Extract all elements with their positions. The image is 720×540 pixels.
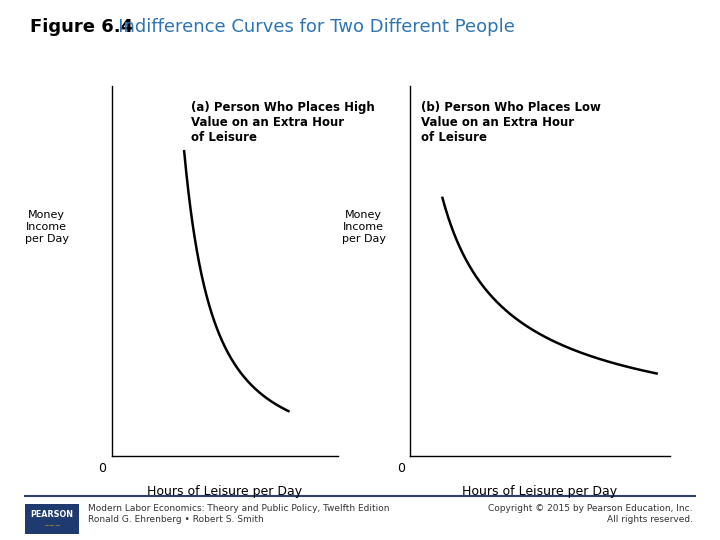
Text: Hours of Leisure per Day: Hours of Leisure per Day [148, 485, 302, 498]
Text: 0: 0 [98, 462, 107, 475]
Text: (a) Person Who Places High
Value on an Extra Hour
of Leisure: (a) Person Who Places High Value on an E… [191, 101, 374, 144]
Text: Indifference Curves for Two Different People: Indifference Curves for Two Different Pe… [101, 18, 515, 36]
Text: Money
Income
per Day: Money Income per Day [24, 211, 69, 244]
Text: Copyright © 2015 by Pearson Education, Inc.: Copyright © 2015 by Pearson Education, I… [488, 504, 693, 513]
Text: Modern Labor Economics: Theory and Public Policy, Twelfth Edition: Modern Labor Economics: Theory and Publi… [88, 504, 390, 513]
Text: 0: 0 [397, 462, 405, 475]
Text: Money
Income
per Day: Money Income per Day [341, 211, 386, 244]
Text: (b) Person Who Places Low
Value on an Extra Hour
of Leisure: (b) Person Who Places Low Value on an Ex… [420, 101, 600, 144]
Text: Hours of Leisure per Day: Hours of Leisure per Day [462, 485, 618, 498]
Text: Ronald G. Ehrenberg • Robert S. Smith: Ronald G. Ehrenberg • Robert S. Smith [88, 515, 264, 524]
Text: ~~~: ~~~ [43, 523, 61, 529]
Text: All rights reserved.: All rights reserved. [607, 515, 693, 524]
Text: PEARSON: PEARSON [31, 510, 73, 519]
Text: Figure 6.4: Figure 6.4 [30, 18, 133, 36]
